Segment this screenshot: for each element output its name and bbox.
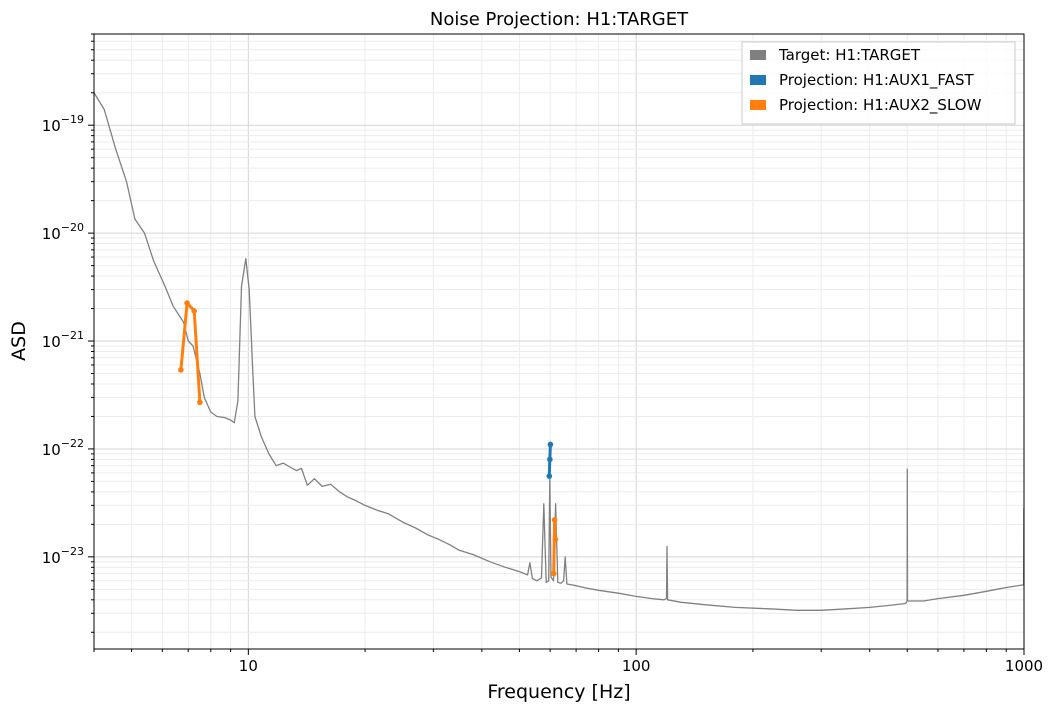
y-tick-label: 10−23 — [42, 545, 84, 567]
y-axis-title: ASD — [8, 321, 30, 361]
data-point — [547, 441, 554, 448]
legend-label: Projection: H1:AUX1_FAST — [779, 71, 974, 90]
y-tick-label: 10−19 — [42, 113, 84, 135]
legend-label: Target: H1:TARGET — [778, 46, 921, 64]
x-tick-label: 1000 — [1005, 657, 1043, 675]
y-tick-label: 10−22 — [42, 437, 84, 459]
series-layer — [94, 92, 1024, 611]
legend: Target: H1:TARGET Projection: H1:AUX1_FAS… — [741, 41, 1016, 125]
series-line — [552, 518, 557, 574]
data-point — [178, 367, 184, 373]
ticks: 10 100 1000 10−23 10−22 10−21 10−20 10−19 — [42, 33, 1043, 675]
x-tick-label: 100 — [622, 657, 651, 675]
data-point — [546, 473, 553, 479]
legend-label: Projection: H1:AUX2_SLOW — [779, 96, 982, 115]
data-point — [550, 570, 557, 577]
legend-swatch — [750, 100, 766, 110]
x-axis-title: Frequency [Hz] — [487, 681, 630, 703]
data-point — [191, 308, 197, 314]
series-2 — [178, 300, 559, 577]
data-point — [184, 300, 190, 306]
y-tick-label: 10−21 — [42, 329, 84, 351]
data-point — [551, 517, 558, 523]
series-line — [179, 301, 202, 403]
chart-title: Noise Projection: H1:TARGET — [430, 9, 689, 30]
legend-swatch — [750, 75, 766, 85]
series-0 — [94, 92, 1024, 611]
series-line — [94, 92, 1024, 611]
data-point — [552, 536, 559, 543]
series-1 — [546, 441, 554, 479]
legend-box — [741, 41, 1016, 125]
legend-swatch — [750, 50, 766, 60]
data-point — [547, 456, 553, 463]
x-tick-label: 10 — [239, 657, 258, 675]
y-tick-label: 10−20 — [42, 221, 84, 243]
data-point — [197, 399, 203, 406]
